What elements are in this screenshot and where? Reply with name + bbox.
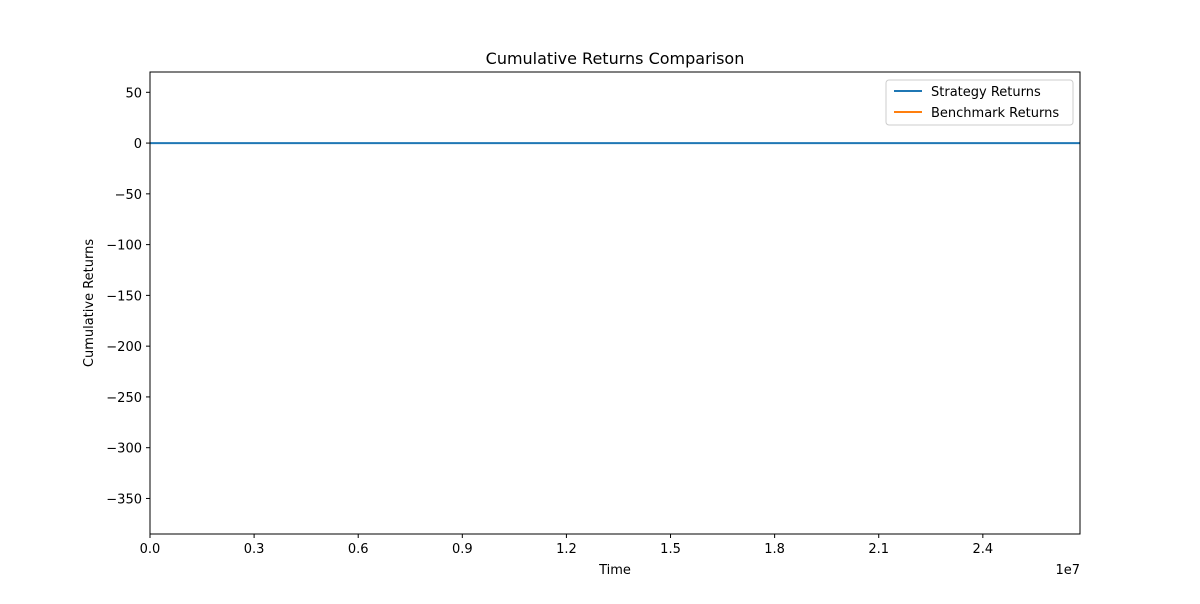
- plot-frame: [149, 71, 1081, 535]
- legend-label: Benchmark Returns: [931, 106, 1059, 121]
- plot-area: [150, 72, 1080, 534]
- legend-label: Strategy Returns: [931, 85, 1041, 100]
- legend-items: Strategy Returns Benchmark Returns: [894, 85, 1059, 121]
- y-axis-ticks: 50 0 −50 −100 −150 −200 −250 −300 −350: [106, 86, 150, 507]
- x-tick-label: 2.4: [972, 542, 993, 557]
- x-tick-label: 0.3: [244, 542, 265, 557]
- y-tick-label: −250: [106, 391, 142, 406]
- x-tick-label: 0.9: [452, 542, 473, 557]
- y-tick-label: −150: [106, 289, 142, 304]
- y-tick-label: 50: [125, 86, 142, 101]
- x-tick-label: 1.8: [764, 542, 785, 557]
- x-tick-label: 2.1: [868, 542, 889, 557]
- y-tick-label: −100: [106, 239, 142, 254]
- x-axis-label: Time: [598, 563, 631, 578]
- plot-background: [150, 72, 1080, 534]
- legend: Strategy Returns Benchmark Returns: [885, 79, 1074, 126]
- y-tick-label: −200: [106, 340, 142, 355]
- legend-box: [885, 79, 1074, 126]
- y-tick-label: −50: [115, 188, 142, 203]
- x-tick-label: 0.6: [348, 542, 369, 557]
- axes-frame: [149, 71, 1081, 535]
- chart-title: Cumulative Returns Comparison: [486, 49, 745, 68]
- y-tick-label: 0: [134, 137, 142, 152]
- x-tick-label: 1.5: [660, 542, 681, 557]
- x-tick-label: 1.2: [556, 542, 577, 557]
- y-tick-label: −300: [106, 442, 142, 457]
- y-axis-label: Cumulative Returns: [82, 239, 97, 367]
- y-tick-label: −350: [106, 492, 142, 507]
- x-tick-label: 0.0: [140, 542, 161, 557]
- x-axis-ticks: 0.0 0.3 0.6 0.9 1.2 1.5 1.8 2.1 2.4: [140, 534, 993, 557]
- x-axis-offset-label: 1e7: [1055, 563, 1080, 578]
